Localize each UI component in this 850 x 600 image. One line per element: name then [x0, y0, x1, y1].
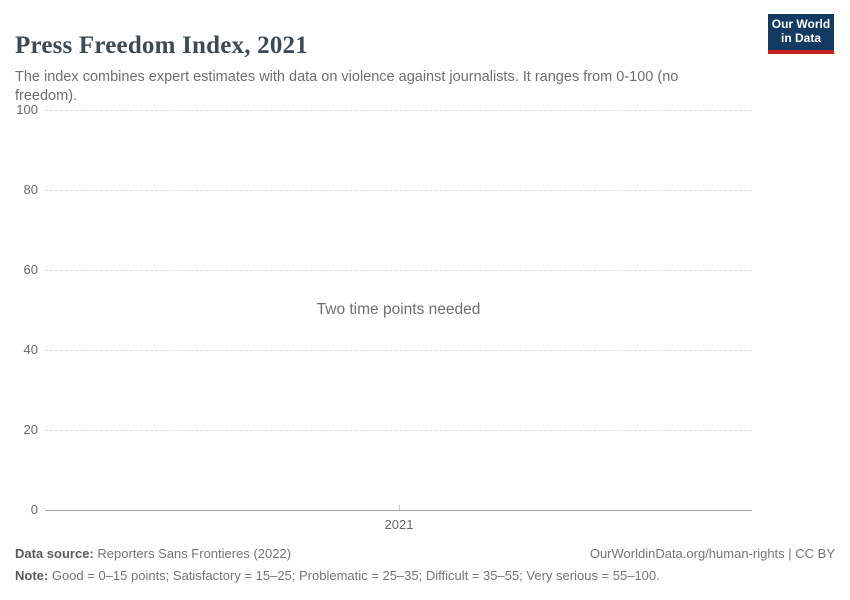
footer-note-row: Note: Good = 0–15 points; Satisfactory =… [15, 568, 835, 583]
y-axis-tick-label: 0 [30, 502, 38, 517]
data-source-value: Reporters Sans Frontieres (2022) [97, 546, 292, 561]
note-label: Note: [15, 568, 49, 583]
y-gridline [45, 110, 752, 111]
x-axis-tick-label: 2021 [384, 517, 414, 532]
y-axis-tick-label: 100 [16, 102, 38, 117]
y-axis-tick-label: 20 [23, 422, 38, 437]
y-axis-tick-label: 60 [23, 262, 38, 277]
owid-logo-line1: Our World [771, 17, 831, 31]
y-gridline [45, 270, 752, 271]
x-axis-line [45, 510, 752, 511]
chart-title: Press Freedom Index, 2021 [15, 31, 308, 59]
owid-logo-line2: in Data [780, 31, 821, 45]
x-axis-tick [399, 505, 400, 510]
owid-url-link[interactable]: OurWorldinData.org/human-rights | CC BY [589, 546, 835, 561]
owid-logo: Our World in Data [768, 14, 834, 54]
y-axis-tick-label: 80 [23, 182, 38, 197]
y-gridline [45, 430, 752, 431]
footer-source-row: Data source: Reporters Sans Frontieres (… [15, 546, 835, 561]
chart-subtitle: The index combines expert estimates with… [15, 68, 679, 104]
data-source-label: Data source: [15, 546, 94, 561]
empty-chart-message: Two time points needed [316, 301, 481, 318]
y-gridline [45, 350, 752, 351]
y-gridline [45, 190, 752, 191]
note-value: Good = 0–15 points; Satisfactory = 15–25… [51, 568, 660, 583]
y-axis-tick-label: 40 [23, 342, 38, 357]
